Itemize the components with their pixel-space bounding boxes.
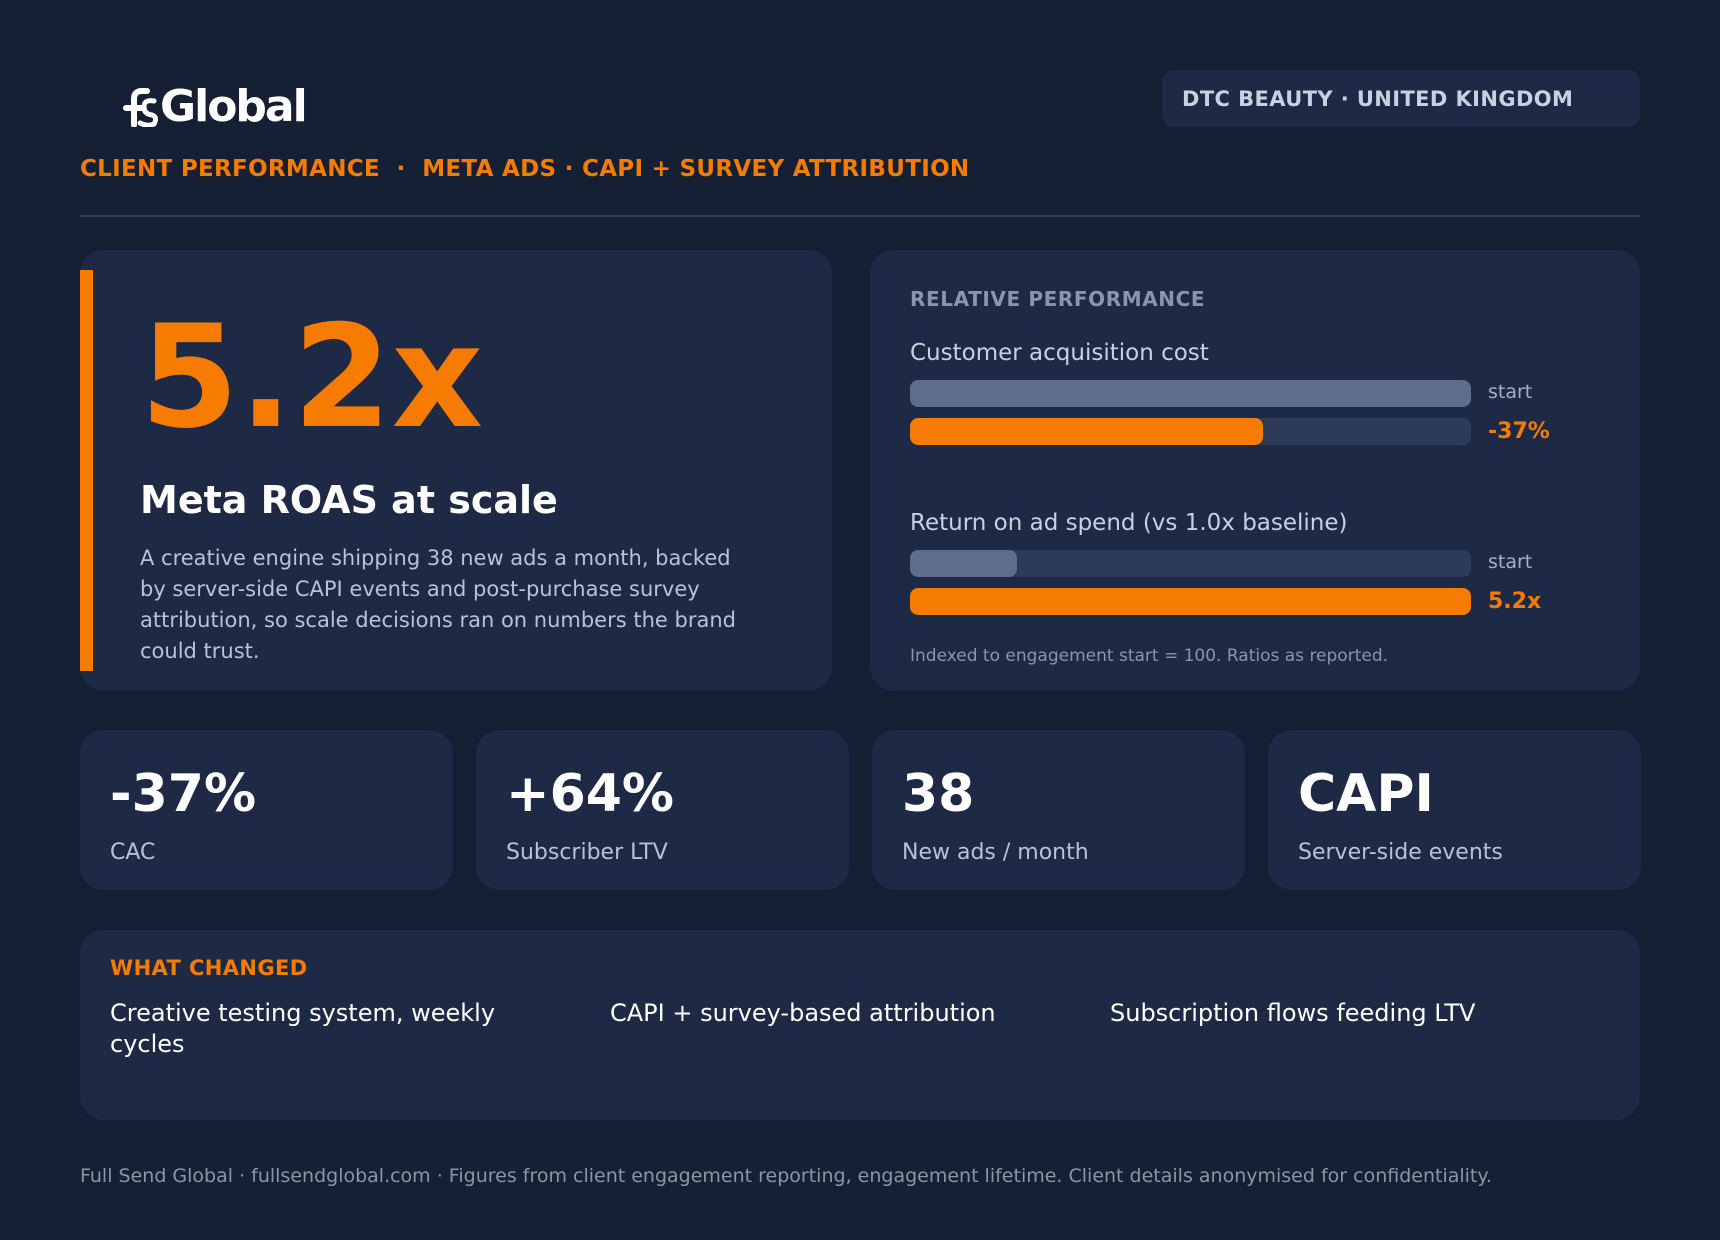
stat-card-cac: -37% CAC bbox=[80, 730, 453, 890]
brand-logo-text: Global bbox=[160, 81, 308, 132]
brand-logo-icon bbox=[123, 88, 158, 127]
stat-label: New ads / month bbox=[902, 840, 1089, 865]
cac-metric-label: Customer acquisition cost bbox=[910, 340, 1209, 366]
footer-disclaimer: Full Send Global · fullsendglobal.com · … bbox=[80, 1165, 1492, 1187]
roas-now-fill bbox=[910, 588, 1471, 615]
stat-label: CAC bbox=[110, 840, 156, 865]
hero-description: A creative engine shipping 38 new ads a … bbox=[140, 546, 736, 663]
what-changed-item: Creative testing system, weekly cycles bbox=[110, 999, 496, 1058]
what-changed-heading: WHAT CHANGED bbox=[110, 956, 308, 980]
stat-label: Server-side events bbox=[1298, 840, 1503, 865]
roas-now-bar bbox=[910, 588, 1471, 615]
stat-value: 38 bbox=[902, 764, 975, 824]
roas-start-label: start bbox=[1488, 551, 1533, 573]
cac-start-label: start bbox=[1488, 381, 1533, 403]
cac-start-fill bbox=[910, 380, 1471, 407]
header-divider bbox=[80, 215, 1640, 217]
page-tagline: CLIENT PERFORMANCE · META ADS · CAPI + S… bbox=[80, 156, 970, 182]
what-changed-card bbox=[80, 930, 1640, 1120]
roas-now-label: 5.2x bbox=[1488, 589, 1542, 614]
stat-value: +64% bbox=[506, 764, 675, 824]
stat-card-capi: CAPI Server-side events bbox=[1268, 730, 1641, 890]
relative-performance-heading: RELATIVE PERFORMANCE bbox=[910, 287, 1206, 311]
stat-card-new-ads: 38 New ads / month bbox=[872, 730, 1245, 890]
what-changed-item: Subscription flows feeding LTV bbox=[1110, 999, 1476, 1027]
hero-accent-bar bbox=[80, 270, 93, 671]
roas-start-bar bbox=[910, 550, 1471, 577]
cac-now-bar bbox=[910, 418, 1471, 445]
hero-card bbox=[80, 250, 832, 691]
roas-metric-label: Return on ad spend (vs 1.0x baseline) bbox=[910, 510, 1348, 536]
stat-value: -37% bbox=[110, 764, 257, 824]
stat-card-ltv: +64% Subscriber LTV bbox=[476, 730, 849, 890]
cac-start-bar bbox=[910, 380, 1471, 407]
roas-start-fill bbox=[910, 550, 1017, 577]
relative-performance-card bbox=[870, 250, 1640, 691]
cac-now-fill bbox=[910, 418, 1264, 445]
brand-logo: Global bbox=[120, 81, 308, 132]
hero-title: Meta ROAS at scale bbox=[140, 478, 558, 522]
cac-now-label: -37% bbox=[1488, 419, 1550, 444]
stat-label: Subscriber LTV bbox=[506, 840, 668, 865]
what-changed-item: CAPI + survey-based attribution bbox=[610, 999, 996, 1027]
region-badge: DTC BEAUTY · UNITED KINGDOM bbox=[1162, 70, 1640, 127]
relative-performance-note: Indexed to engagement start = 100. Ratio… bbox=[910, 646, 1389, 666]
hero-value: 5.2x bbox=[140, 295, 484, 460]
stat-value: CAPI bbox=[1298, 764, 1434, 824]
